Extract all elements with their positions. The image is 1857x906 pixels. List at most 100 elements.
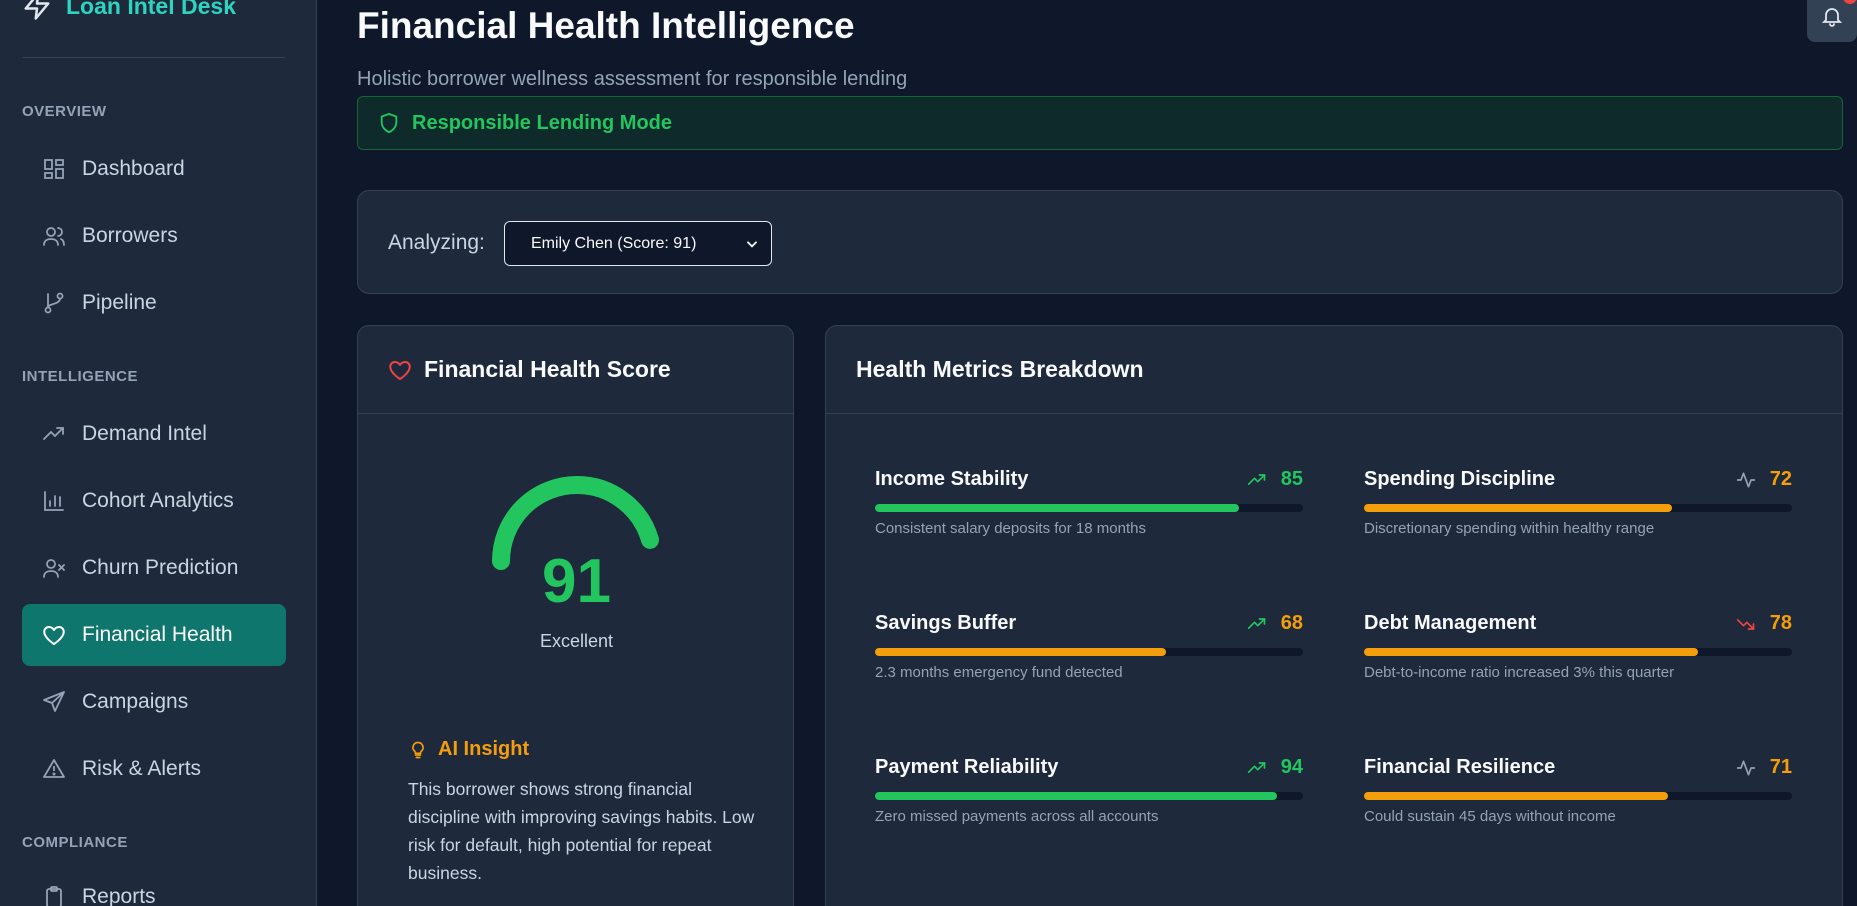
users-icon	[43, 227, 65, 246]
metric-value: 68	[1280, 612, 1303, 634]
metric-progress-fill	[875, 504, 1239, 512]
sidebar-item-campaigns[interactable]: Campaigns	[22, 671, 286, 733]
sidebar-item-label: Cohort Analytics	[82, 489, 234, 512]
metric-progress-track	[1364, 792, 1792, 800]
metric-financial-resilience: Financial Resilience 71 Could sustain 45 d…	[1364, 756, 1792, 846]
borrower-select[interactable]: Emily Chen (Score: 91)	[504, 221, 772, 266]
metric-progress-fill	[1364, 648, 1698, 656]
trending-up-icon	[43, 427, 64, 440]
page-title: Financial Health Intelligence	[357, 5, 855, 46]
notifications-button[interactable]	[1807, 0, 1857, 42]
trending-up-icon	[1247, 762, 1266, 773]
sidebar-item-dashboard[interactable]: Dashboard	[22, 138, 286, 200]
main-content: Financial Health Intelligence Holistic b…	[318, 0, 1857, 906]
heart-icon	[43, 626, 65, 645]
activity-icon	[1736, 472, 1756, 488]
card-header: Health Metrics Breakdown	[826, 326, 1842, 414]
metric-progress-track	[875, 648, 1303, 656]
score-value: 91	[542, 547, 611, 616]
metric-progress-fill	[875, 792, 1278, 800]
alert-triangle-icon	[43, 759, 65, 778]
metric-name: Debt Management	[1364, 612, 1537, 634]
sidebar-item-reports[interactable]: Reports	[22, 866, 286, 906]
sidebar-item-risk-alerts[interactable]: Risk & Alerts	[22, 738, 286, 800]
metric-value: 71	[1769, 756, 1792, 778]
trending-down-icon	[1736, 619, 1755, 630]
heart-icon	[389, 360, 411, 380]
metric-name: Spending Discipline	[1364, 468, 1556, 490]
metric-description: Consistent salary deposits for 18 months	[875, 520, 1146, 537]
bell-icon	[1821, 8, 1843, 27]
page-subtitle: Holistic borrower wellness assessment fo…	[357, 68, 908, 90]
sidebar-item-label: Borrowers	[82, 224, 178, 247]
card-title: Financial Health Score	[424, 356, 671, 382]
metric-income-stability: Income Stability 85 Consistent salary depo…	[875, 468, 1303, 558]
trending-up-icon	[1247, 618, 1266, 629]
sidebar-item-label: Reports	[82, 885, 156, 906]
section-label-intelligence: INTELLIGENCE	[22, 368, 139, 385]
section-label-compliance: COMPLIANCE	[22, 834, 128, 851]
bar-chart-icon	[44, 491, 64, 511]
chevron-down-icon	[747, 241, 757, 248]
section-label-overview: OVERVIEW	[22, 103, 107, 120]
user-x-icon	[43, 559, 65, 578]
ai-insight-text: This borrower shows strong financial dis…	[408, 779, 755, 883]
metric-description: Could sustain 45 days without income	[1364, 808, 1616, 825]
metric-progress-fill	[1364, 792, 1668, 800]
sidebar-item-label: Risk & Alerts	[82, 757, 202, 780]
metric-progress-track	[875, 792, 1303, 800]
sidebar-item-label: Demand Intel	[82, 422, 207, 445]
metric-name: Savings Buffer	[875, 612, 1017, 634]
metric-value: 72	[1769, 468, 1792, 490]
ai-insight-title: AI Insight	[438, 738, 530, 760]
metric-debt-management: Debt Management 78 Debt-to-income ratio in…	[1364, 612, 1792, 702]
metric-progress-track	[1364, 504, 1792, 512]
sidebar: Loan Intel Desk OVERVIEW Dashboard Borro…	[0, 0, 317, 906]
metric-description: Discretionary spending within healthy ra…	[1364, 520, 1655, 537]
health-metrics-card: Health Metrics Breakdown Income Stabilit…	[825, 325, 1843, 906]
analyzer-label: Analyzing:	[388, 231, 485, 254]
sidebar-item-demand-intel[interactable]: Demand Intel	[22, 403, 286, 465]
metric-description: Zero missed payments across all accounts	[875, 808, 1159, 825]
sidebar-item-pipeline[interactable]: Pipeline	[22, 272, 286, 334]
notification-badge	[1843, 0, 1857, 4]
activity-icon	[1736, 760, 1756, 776]
financial-health-score-card: Financial Health Score 91 Excellent AI I…	[357, 325, 794, 906]
metric-value: 85	[1280, 468, 1303, 490]
ai-insight-header: AI Insight	[408, 738, 529, 761]
metric-value: 78	[1769, 612, 1792, 634]
brand[interactable]: Loan Intel Desk	[22, 0, 236, 26]
clipboard-icon	[46, 886, 62, 906]
sidebar-item-label: Dashboard	[82, 157, 185, 180]
lightning-icon	[24, 0, 50, 20]
sidebar-item-label: Pipeline	[82, 291, 157, 314]
score-rating: Excellent	[539, 631, 614, 651]
metric-name: Financial Resilience	[1364, 756, 1556, 778]
gauge-arc	[492, 476, 662, 570]
mode-label: Responsible Lending Mode	[412, 111, 673, 134]
send-icon	[43, 691, 65, 712]
sidebar-item-label: Financial Health	[82, 623, 233, 646]
metric-description: Debt-to-income ratio increased 3% this q…	[1364, 664, 1675, 681]
sidebar-item-label: Churn Prediction	[82, 556, 239, 579]
sidebar-item-borrowers[interactable]: Borrowers	[22, 205, 286, 267]
sidebar-item-financial-health[interactable]: Financial Health	[22, 604, 286, 666]
lightbulb-icon	[412, 741, 424, 758]
analyzer-card: Analyzing: Emily Chen (Score: 91)	[357, 190, 1843, 294]
metric-name: Income Stability	[875, 468, 1029, 490]
metric-progress-track	[1364, 648, 1792, 656]
metric-progress-track	[875, 504, 1303, 512]
sidebar-item-churn-prediction[interactable]: Churn Prediction	[22, 537, 286, 599]
shield-icon	[380, 112, 398, 134]
grid-icon	[44, 159, 64, 179]
card-title: Health Metrics Breakdown	[856, 356, 1144, 382]
sidebar-item-label: Campaigns	[82, 690, 189, 713]
metric-savings-buffer: Savings Buffer 68 2.3 months emergency fun…	[875, 612, 1303, 702]
metric-name: Payment Reliability	[875, 756, 1059, 778]
sidebar-item-cohort-analytics[interactable]: Cohort Analytics	[22, 470, 286, 532]
borrower-select-value: Emily Chen (Score: 91)	[531, 234, 697, 252]
score-gauge	[492, 476, 662, 570]
metric-value: 94	[1280, 756, 1303, 778]
metric-progress-fill	[1364, 504, 1673, 512]
metric-progress-fill	[875, 648, 1167, 656]
